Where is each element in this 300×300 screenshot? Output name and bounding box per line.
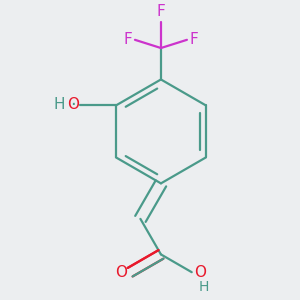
Text: F: F [190,32,198,47]
Text: H: H [54,97,65,112]
Text: O: O [194,265,206,280]
Text: H: H [199,280,209,294]
Text: F: F [124,32,132,47]
Text: ·: · [70,96,76,114]
Text: F: F [157,4,165,19]
Text: O: O [67,97,79,112]
Text: O: O [116,265,128,280]
